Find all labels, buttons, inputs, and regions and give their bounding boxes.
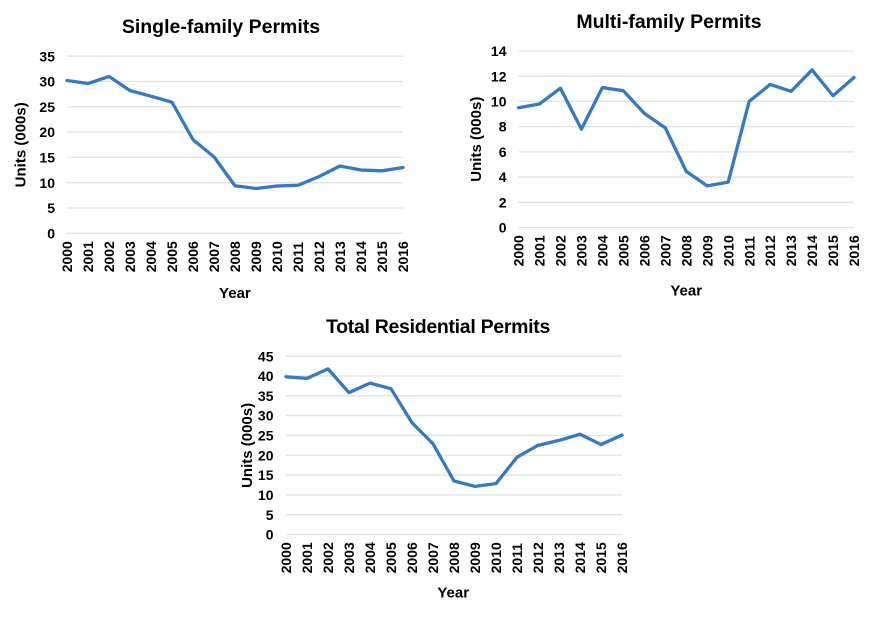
svg-text:2010: 2010 xyxy=(269,241,285,272)
svg-text:2014: 2014 xyxy=(804,235,820,266)
svg-text:Year: Year xyxy=(219,285,251,302)
svg-text:12: 12 xyxy=(491,68,507,84)
svg-text:2003: 2003 xyxy=(122,241,138,272)
svg-text:2007: 2007 xyxy=(425,542,441,573)
svg-text:2006: 2006 xyxy=(636,235,652,266)
svg-text:40: 40 xyxy=(258,368,274,384)
svg-text:2009: 2009 xyxy=(699,235,715,266)
svg-text:2002: 2002 xyxy=(320,542,336,573)
svg-text:4: 4 xyxy=(499,169,507,185)
svg-text:2015: 2015 xyxy=(374,241,390,272)
svg-text:15: 15 xyxy=(258,467,274,483)
svg-text:2006: 2006 xyxy=(185,241,201,272)
svg-text:5: 5 xyxy=(266,507,274,523)
svg-text:2005: 2005 xyxy=(383,542,399,573)
svg-text:2014: 2014 xyxy=(572,542,588,573)
svg-text:30: 30 xyxy=(39,74,55,90)
svg-text:25: 25 xyxy=(258,428,274,444)
svg-text:2013: 2013 xyxy=(783,235,799,266)
svg-text:10: 10 xyxy=(39,175,55,191)
svg-text:35: 35 xyxy=(39,48,55,64)
svg-text:Multi-family Permits: Multi-family Permits xyxy=(576,11,761,33)
svg-text:2012: 2012 xyxy=(311,241,327,272)
svg-text:45: 45 xyxy=(258,348,274,364)
svg-text:2008: 2008 xyxy=(446,542,462,573)
svg-text:2001: 2001 xyxy=(299,542,315,573)
svg-text:Total Residential Permits: Total Residential Permits xyxy=(326,316,550,338)
svg-text:6: 6 xyxy=(499,144,507,160)
svg-text:Single-family Permits: Single-family Permits xyxy=(122,16,320,38)
svg-text:Units (000s): Units (000s) xyxy=(12,102,29,187)
svg-text:2006: 2006 xyxy=(404,542,420,573)
svg-text:2005: 2005 xyxy=(164,241,180,272)
svg-text:2007: 2007 xyxy=(206,241,222,272)
svg-text:0: 0 xyxy=(499,220,507,236)
svg-text:10: 10 xyxy=(491,94,507,110)
svg-text:2011: 2011 xyxy=(509,543,525,574)
svg-text:2015: 2015 xyxy=(825,235,841,266)
svg-text:2008: 2008 xyxy=(227,241,243,272)
svg-text:14: 14 xyxy=(491,43,507,59)
svg-text:2002: 2002 xyxy=(553,235,569,266)
svg-text:2009: 2009 xyxy=(467,542,483,573)
svg-text:2001: 2001 xyxy=(80,241,96,272)
svg-text:Units (000s): Units (000s) xyxy=(239,403,256,488)
svg-text:10: 10 xyxy=(258,487,274,503)
svg-text:2008: 2008 xyxy=(678,235,694,266)
svg-text:25: 25 xyxy=(39,99,55,115)
svg-text:2007: 2007 xyxy=(657,235,673,266)
svg-text:35: 35 xyxy=(258,388,274,404)
svg-text:2004: 2004 xyxy=(594,235,610,266)
svg-text:Units (000s): Units (000s) xyxy=(468,97,485,182)
svg-text:8: 8 xyxy=(499,119,507,135)
svg-text:2003: 2003 xyxy=(341,542,357,573)
svg-text:2005: 2005 xyxy=(615,235,631,266)
svg-text:2011: 2011 xyxy=(741,236,757,267)
svg-text:2004: 2004 xyxy=(362,542,378,573)
svg-text:2004: 2004 xyxy=(143,241,159,272)
svg-text:2: 2 xyxy=(499,194,507,210)
svg-text:2014: 2014 xyxy=(353,241,369,272)
svg-text:2015: 2015 xyxy=(593,542,609,573)
svg-text:0: 0 xyxy=(47,225,55,241)
svg-text:20: 20 xyxy=(39,124,55,140)
svg-text:2013: 2013 xyxy=(332,241,348,272)
svg-text:5: 5 xyxy=(47,200,55,216)
svg-text:15: 15 xyxy=(39,150,55,166)
svg-text:2016: 2016 xyxy=(614,542,630,573)
svg-text:Year: Year xyxy=(437,585,469,602)
svg-text:2010: 2010 xyxy=(488,542,504,573)
svg-text:2002: 2002 xyxy=(101,241,117,272)
svg-text:2000: 2000 xyxy=(278,542,294,573)
svg-text:2011: 2011 xyxy=(290,242,306,273)
svg-text:2016: 2016 xyxy=(395,241,411,272)
svg-text:2009: 2009 xyxy=(248,241,264,272)
svg-text:2003: 2003 xyxy=(574,235,590,266)
svg-text:2001: 2001 xyxy=(532,235,548,266)
svg-text:2016: 2016 xyxy=(846,235,862,266)
svg-text:2013: 2013 xyxy=(551,542,567,573)
svg-text:2012: 2012 xyxy=(530,542,546,573)
svg-text:2000: 2000 xyxy=(59,241,75,272)
svg-text:30: 30 xyxy=(258,408,274,424)
svg-text:Year: Year xyxy=(670,283,702,300)
svg-text:0: 0 xyxy=(266,527,274,543)
svg-text:2000: 2000 xyxy=(511,235,527,266)
svg-text:2012: 2012 xyxy=(762,235,778,266)
svg-text:20: 20 xyxy=(258,447,274,463)
svg-text:2010: 2010 xyxy=(720,235,736,266)
